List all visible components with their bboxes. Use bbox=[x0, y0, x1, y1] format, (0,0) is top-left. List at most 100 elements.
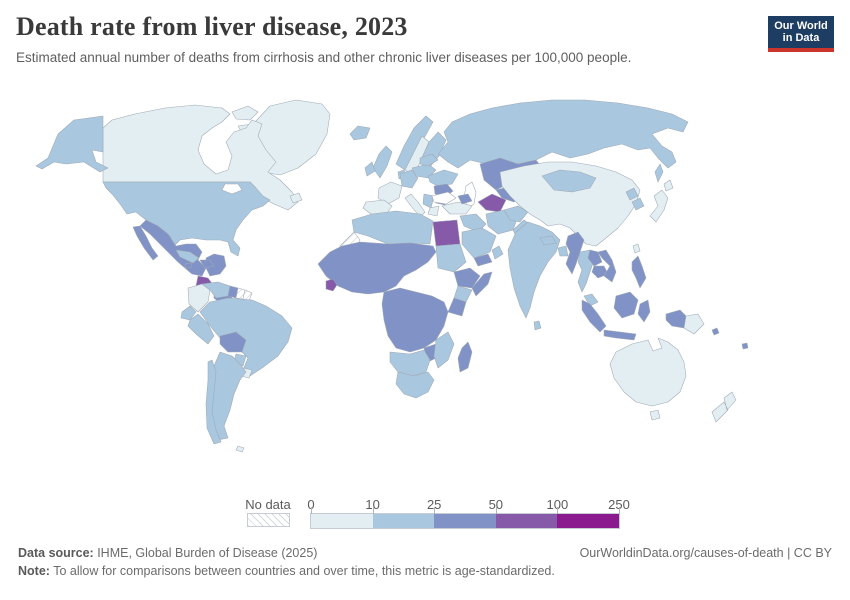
country-sri-lanka[interactable] bbox=[533, 320, 542, 331]
country-australia[interactable] bbox=[609, 337, 687, 407]
owid-logo[interactable]: Our World in Data bbox=[768, 16, 834, 52]
legend-bin-50-100[interactable] bbox=[495, 514, 558, 528]
country-newfoundland[interactable] bbox=[289, 192, 303, 204]
legend-bin-0-10[interactable] bbox=[311, 514, 373, 528]
legend-tick-mark bbox=[372, 507, 374, 514]
country-japan[interactable] bbox=[649, 179, 674, 223]
country-mexico-baja[interactable] bbox=[132, 225, 159, 261]
country-brazil[interactable] bbox=[199, 297, 293, 377]
page-subtitle: Estimated annual number of deaths from c… bbox=[16, 50, 632, 65]
country-oman[interactable] bbox=[491, 245, 504, 260]
country-tanzania[interactable] bbox=[447, 297, 467, 317]
country-usa[interactable] bbox=[102, 181, 271, 257]
note-text: To allow for comparisons between countri… bbox=[49, 564, 555, 578]
legend-tick-mark bbox=[311, 507, 312, 514]
country-canada[interactable] bbox=[102, 104, 299, 211]
country-yemen[interactable] bbox=[473, 253, 493, 267]
country-greece[interactable] bbox=[427, 205, 440, 217]
country-turkmenistan[interactable] bbox=[477, 193, 507, 213]
country-nepal[interactable] bbox=[539, 235, 557, 246]
legend-no-data-swatch[interactable] bbox=[247, 513, 290, 527]
country-baltics-belarus[interactable] bbox=[419, 153, 439, 167]
country-laos[interactable] bbox=[587, 249, 603, 267]
country-afghanistan[interactable] bbox=[503, 205, 529, 223]
country-germany[interactable] bbox=[399, 169, 419, 189]
legend-tick-0: 0 bbox=[307, 497, 315, 512]
country-vietnam[interactable] bbox=[597, 249, 617, 283]
country-mexico-yucatan[interactable] bbox=[205, 253, 227, 277]
legend-tick-50: 50 bbox=[488, 497, 504, 512]
country-cambodia[interactable] bbox=[591, 265, 609, 279]
country-caucasus[interactable] bbox=[457, 193, 473, 205]
legend-tick-mark bbox=[619, 507, 620, 514]
country-fiji-melanesia[interactable] bbox=[711, 327, 749, 350]
country-malaysia[interactable] bbox=[583, 293, 599, 307]
country-australia-tasmania[interactable] bbox=[649, 409, 661, 421]
country-egypt[interactable] bbox=[432, 219, 461, 247]
country-mongolia[interactable] bbox=[541, 169, 597, 193]
country-new-zealand[interactable] bbox=[711, 391, 737, 423]
legend-tick-mark bbox=[434, 507, 436, 514]
country-argentina[interactable] bbox=[211, 351, 247, 441]
legend-tick-mark bbox=[495, 507, 497, 514]
country-united-kingdom[interactable] bbox=[372, 145, 393, 179]
country-philippines[interactable] bbox=[631, 255, 647, 289]
country-sudan[interactable] bbox=[435, 243, 467, 273]
note-label: Note: bbox=[18, 564, 50, 578]
country-ireland[interactable] bbox=[364, 161, 376, 177]
country-papua-new-guinea[interactable] bbox=[683, 313, 705, 335]
country-bolivia[interactable] bbox=[219, 331, 247, 353]
country-russia-sakhalin[interactable] bbox=[654, 163, 664, 183]
page-title: Death rate from liver disease, 2023 bbox=[16, 12, 408, 41]
legend-tick-100: 100 bbox=[546, 497, 569, 512]
legend-tick-10: 10 bbox=[365, 497, 380, 512]
country-saudi-arabia[interactable] bbox=[461, 227, 497, 259]
legend-tick-mark bbox=[557, 507, 559, 514]
country-myanmar[interactable] bbox=[565, 231, 585, 275]
black-sea bbox=[431, 191, 457, 205]
country-west-africa-sahel[interactable] bbox=[317, 241, 437, 295]
country-taiwan[interactable] bbox=[632, 243, 641, 254]
country-usa-alaska[interactable] bbox=[35, 115, 109, 173]
country-maghreb[interactable] bbox=[351, 210, 434, 245]
country-china[interactable] bbox=[499, 161, 641, 247]
country-bangladesh[interactable] bbox=[557, 245, 569, 257]
country-ecuador[interactable] bbox=[180, 305, 197, 321]
country-somalia[interactable] bbox=[471, 271, 493, 297]
legend-bin-10-25[interactable] bbox=[372, 514, 435, 528]
country-peru[interactable] bbox=[187, 313, 215, 345]
falkland-islands[interactable] bbox=[235, 445, 245, 453]
country-north-korea[interactable] bbox=[625, 187, 639, 201]
country-jamaica[interactable] bbox=[184, 262, 193, 269]
legend-bin-100-250[interactable] bbox=[557, 514, 619, 528]
country-cuba[interactable] bbox=[175, 249, 200, 264]
country-ukraine[interactable] bbox=[427, 169, 459, 187]
country-russia[interactable] bbox=[437, 99, 689, 169]
owid-logo-line1: Our World bbox=[774, 20, 828, 32]
country-turkey[interactable] bbox=[441, 201, 473, 215]
country-ethiopia[interactable] bbox=[453, 267, 481, 289]
country-liberia[interactable] bbox=[325, 278, 338, 292]
great-lakes bbox=[221, 183, 243, 195]
data-source-line: Data source: IHME, Global Burden of Dise… bbox=[18, 546, 317, 560]
country-italy[interactable] bbox=[404, 193, 426, 218]
legend-bin-25-50[interactable] bbox=[434, 514, 496, 528]
country-iceland[interactable] bbox=[349, 125, 371, 141]
country-mexico[interactable] bbox=[139, 219, 207, 277]
country-chile[interactable] bbox=[205, 359, 222, 445]
country-hispaniola[interactable] bbox=[199, 259, 215, 269]
country-mozambique[interactable] bbox=[433, 331, 455, 369]
country-france[interactable] bbox=[377, 181, 403, 205]
country-south-africa[interactable] bbox=[395, 371, 435, 399]
country-south-korea[interactable] bbox=[631, 197, 645, 211]
data-source-label: Data source: bbox=[18, 546, 94, 560]
country-indonesia[interactable] bbox=[581, 291, 687, 341]
country-india[interactable] bbox=[507, 221, 561, 319]
owid-logo-line2: in Data bbox=[782, 32, 820, 44]
owid-cc-link[interactable]: OurWorldinData.org/causes-of-death | CC … bbox=[579, 546, 832, 560]
legend-color-bar: 0 10 25 50 100 250 bbox=[307, 497, 630, 529]
country-madagascar[interactable] bbox=[457, 341, 473, 373]
country-namibia-botswana[interactable] bbox=[389, 349, 431, 377]
